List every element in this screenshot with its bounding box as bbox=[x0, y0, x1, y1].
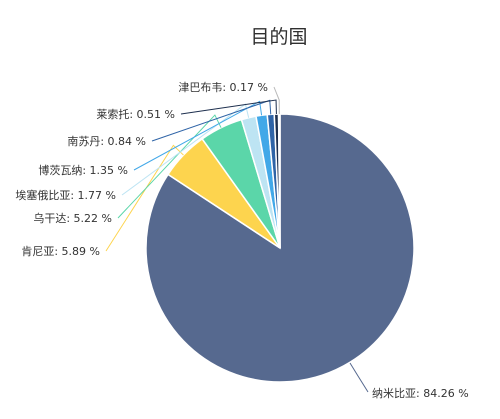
leader-line-7 bbox=[273, 86, 280, 115]
slice-label-4: 博茨瓦纳: 1.35 % bbox=[38, 163, 128, 177]
leader-line-4 bbox=[133, 100, 263, 171]
chart-title: 目的国 bbox=[250, 26, 307, 48]
leader-line-6 bbox=[180, 99, 277, 115]
slice-label-1: 肯尼亚: 5.89 % bbox=[21, 245, 100, 258]
slice-label-6: 莱索托: 0.51 % bbox=[96, 107, 175, 121]
pie-slices bbox=[145, 113, 415, 383]
slice-label-7: 津巴布韦: 0.17 % bbox=[178, 81, 268, 94]
leader-line-0 bbox=[349, 362, 369, 393]
slice-label-0: 纳米比亚: 84.26 % bbox=[372, 387, 469, 400]
slice-label-2: 乌干达: 5.22 % bbox=[33, 211, 112, 225]
leader-lines bbox=[105, 86, 369, 393]
slice-label-5: 南苏丹: 0.84 % bbox=[67, 135, 146, 148]
leader-line-5 bbox=[151, 99, 272, 142]
pie-slice-7 bbox=[277, 113, 281, 249]
slice-labels: 纳米比亚: 84.26 % 肯尼亚: 5.89 % 乌干达: 5.22 % 埃塞俄比亚… bbox=[15, 81, 468, 400]
slice-label-3: 埃塞俄比亚: 1.77 % bbox=[15, 188, 116, 202]
